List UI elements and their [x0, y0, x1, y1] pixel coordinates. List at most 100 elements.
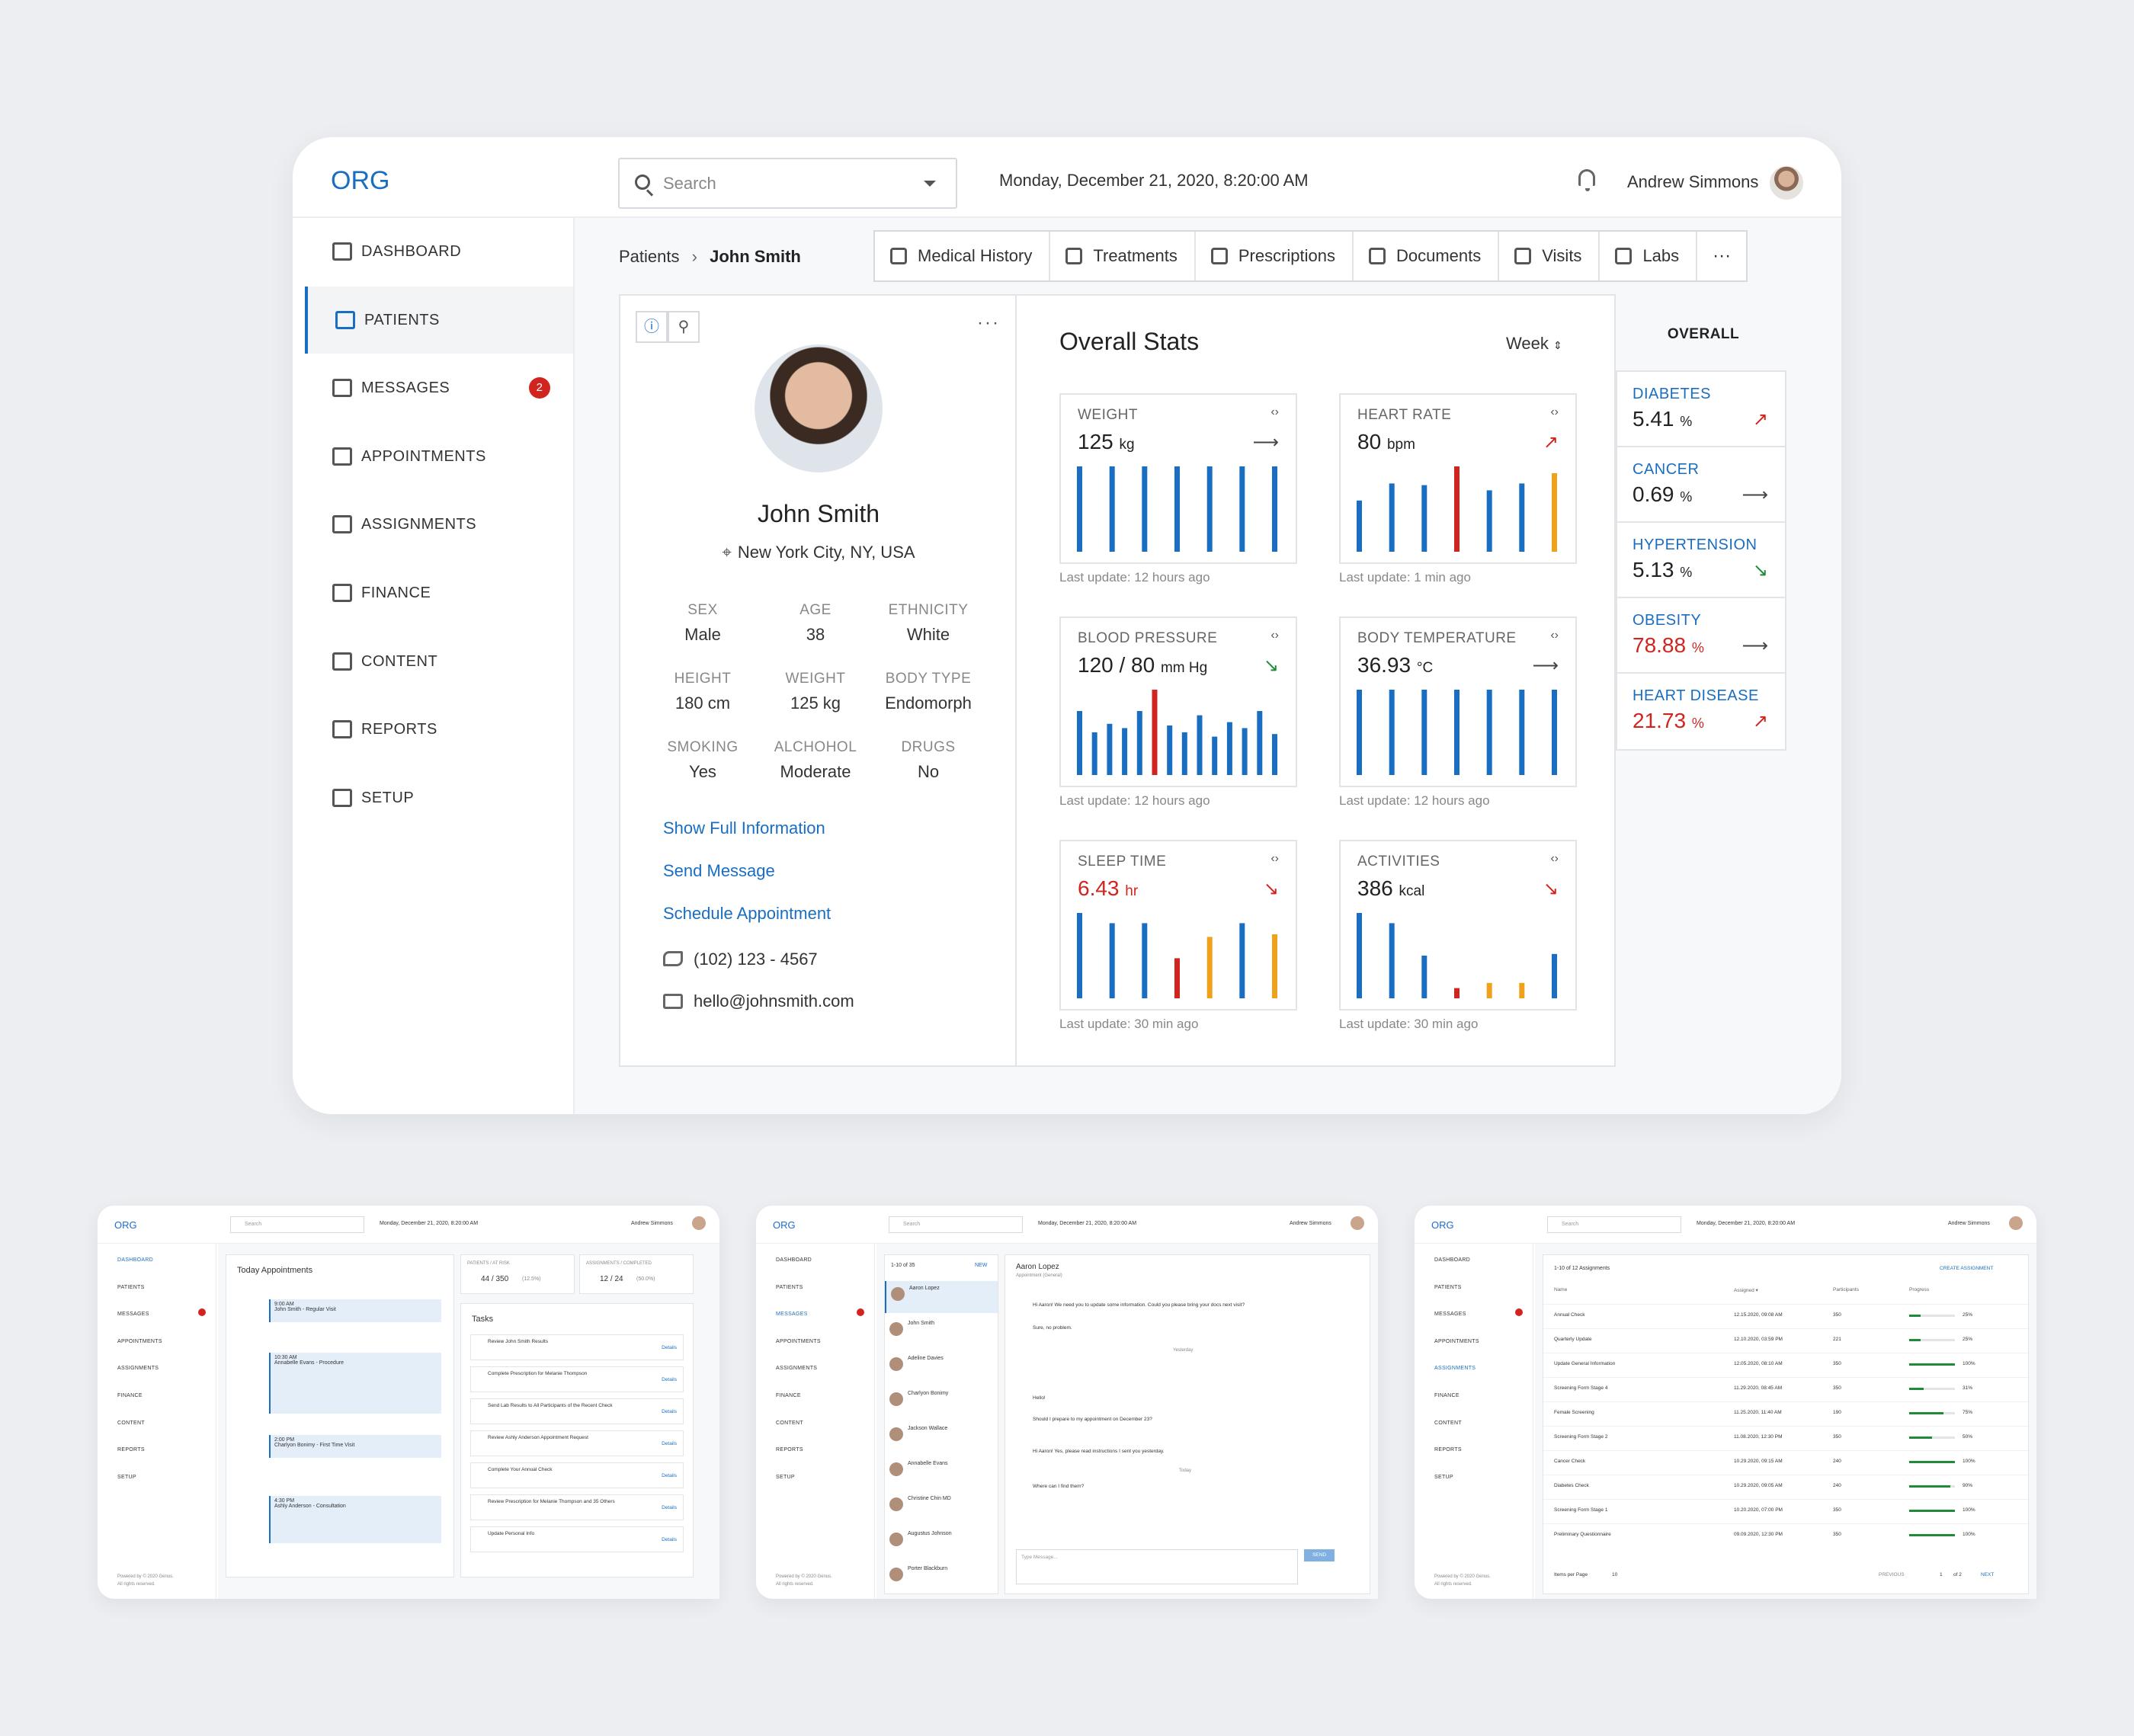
- task-item[interactable]: Review Prescription for Melanie Thompson…: [470, 1494, 684, 1520]
- message-input[interactable]: Type Message...: [1016, 1549, 1298, 1584]
- next-page-button[interactable]: NEXT: [1981, 1572, 1995, 1577]
- task-item[interactable]: Review John Smith Results Details: [470, 1334, 684, 1360]
- show-full-info-link[interactable]: Show Full Information: [663, 818, 825, 838]
- overall-item-obesity[interactable]: OBESITY 78.88 % ⟶: [1617, 598, 1785, 674]
- phone-number[interactable]: (102) 123 - 4567: [694, 950, 818, 969]
- appointment-block[interactable]: 4:30 PM Ashly Anderson - Consultation: [269, 1496, 441, 1543]
- avatar[interactable]: [1770, 166, 1803, 200]
- conversation-item[interactable]: Porter Blackburn: [885, 1561, 998, 1593]
- thumb-nav-item[interactable]: CONTENT: [776, 1420, 803, 1426]
- overall-item-cancer[interactable]: CANCER 0.69 % ⟶: [1617, 447, 1785, 523]
- conversation-item[interactable]: Annabelle Evans: [885, 1456, 998, 1488]
- thumb-nav-item[interactable]: MESSAGES: [776, 1312, 808, 1318]
- thumb-nav-item[interactable]: CONTENT: [1434, 1420, 1462, 1426]
- send-message-link[interactable]: Send Message: [663, 861, 775, 880]
- chevron-down-icon[interactable]: [924, 181, 936, 187]
- task-details-link[interactable]: Details: [662, 1345, 677, 1350]
- table-row[interactable]: Female Screening 11.25.2020, 11:40 AM 190 7…: [1543, 1401, 2028, 1424]
- thumb-nav-item[interactable]: SETUP: [1434, 1474, 1453, 1480]
- sidebar-item-patients[interactable]: PATIENTS: [305, 286, 573, 354]
- stat-card-activities[interactable]: ACTIVITIES ‹› 386 kcal ↘: [1339, 840, 1577, 1011]
- thumb-nav-item[interactable]: FINANCE: [117, 1393, 143, 1398]
- conversation-item[interactable]: Augustus Johnson: [885, 1526, 998, 1558]
- tab-labs[interactable]: Labs: [1600, 232, 1698, 280]
- thumb-search[interactable]: Search: [889, 1216, 1023, 1233]
- thumb-nav-item[interactable]: FINANCE: [776, 1393, 801, 1398]
- overall-item-hypertension[interactable]: HYPERTENSION 5.13 % ↘: [1617, 523, 1785, 598]
- table-row[interactable]: Screening Form Stage 2 11.08.2020, 12:30 …: [1543, 1426, 2028, 1449]
- code-icon[interactable]: ‹›: [1550, 852, 1559, 865]
- task-details-link[interactable]: Details: [662, 1505, 677, 1510]
- email-address[interactable]: hello@johnsmith.com: [694, 991, 854, 1011]
- conversation-item[interactable]: Charlyon Bonimy: [885, 1386, 998, 1418]
- task-item[interactable]: Complete Your Annual Check Details: [470, 1462, 684, 1488]
- thumb-nav-item[interactable]: APPOINTMENTS: [1434, 1338, 1479, 1344]
- thumb-search[interactable]: Search: [1547, 1216, 1681, 1233]
- stat-card-body-temperature[interactable]: BODY TEMPERATURE ‹› 36.93 °C ⟶: [1339, 617, 1577, 787]
- new-message-button[interactable]: NEW: [975, 1263, 988, 1268]
- thumb-nav-item[interactable]: MESSAGES: [1434, 1312, 1466, 1318]
- thumb-nav-item[interactable]: DASHBOARD: [776, 1257, 812, 1263]
- sidebar-item-dashboard[interactable]: DASHBOARD: [305, 218, 573, 285]
- task-item[interactable]: Complete Prescription for Melanie Thomps…: [470, 1366, 684, 1392]
- search-input[interactable]: Search: [618, 158, 957, 209]
- table-row[interactable]: Quarterly Update 12.10.2020, 03:59 PM 221 2…: [1543, 1328, 2028, 1351]
- sidebar-item-content[interactable]: CONTENT: [305, 628, 573, 695]
- breadcrumb-root[interactable]: Patients: [619, 247, 680, 266]
- tab-documents[interactable]: Documents: [1354, 232, 1500, 280]
- stat-card-weight[interactable]: WEIGHT ‹› 125 kg ⟶: [1059, 393, 1297, 564]
- table-header[interactable]: Name: [1554, 1287, 1568, 1292]
- table-header[interactable]: Progress: [1909, 1287, 1930, 1292]
- thumb-nav-item[interactable]: CONTENT: [117, 1420, 145, 1426]
- thumb-nav-item[interactable]: FINANCE: [1434, 1393, 1460, 1398]
- sidebar-item-appointments[interactable]: APPOINTMENTS: [305, 423, 573, 490]
- task-details-link[interactable]: Details: [662, 1441, 677, 1446]
- more-icon[interactable]: ···: [977, 312, 1000, 333]
- conversation-item[interactable]: John Smith: [885, 1316, 998, 1348]
- conversation-item[interactable]: Aaron Lopez: [885, 1281, 998, 1313]
- table-row[interactable]: Annual Check 12.15.2020, 09:08 AM 350 25%: [1543, 1304, 2028, 1327]
- user-name[interactable]: Andrew Simmons: [1627, 172, 1759, 191]
- tab-medical-history[interactable]: Medical History: [875, 232, 1051, 280]
- per-page-select[interactable]: 10: [1612, 1572, 1618, 1577]
- table-row[interactable]: Preliminary Questionnaire 09.09.2020, 12:…: [1543, 1523, 2028, 1546]
- appointment-block[interactable]: 2:00 PM Charlyon Bonimy - First Time Visi…: [269, 1435, 441, 1458]
- table-row[interactable]: Update General Information 12.05.2020, 08…: [1543, 1353, 2028, 1376]
- tab-prescriptions[interactable]: Prescriptions: [1196, 232, 1354, 280]
- sidebar-item-setup[interactable]: SETUP: [305, 764, 573, 831]
- task-item[interactable]: Send Lab Results to All Participants of …: [470, 1398, 684, 1424]
- info-toggle-button[interactable]: ⓘ: [636, 311, 668, 343]
- thumb-nav-item[interactable]: REPORTS: [1434, 1447, 1462, 1453]
- stat-card-heart-rate[interactable]: HEART RATE ‹› 80 bpm ↗: [1339, 393, 1577, 564]
- schedule-appointment-link[interactable]: Schedule Appointment: [663, 904, 831, 923]
- table-row[interactable]: Screening Form Stage 4 11.29.2020, 08:45 …: [1543, 1377, 2028, 1400]
- thumb-nav-item[interactable]: REPORTS: [117, 1447, 145, 1453]
- send-button[interactable]: SEND: [1304, 1549, 1335, 1561]
- stat-card-blood-pressure[interactable]: BLOOD PRESSURE ‹› 120 / 80 mm Hg ↘: [1059, 617, 1297, 787]
- more-tabs-button[interactable]: ···: [1713, 245, 1732, 266]
- thumb-nav-item[interactable]: APPOINTMENTS: [117, 1338, 162, 1344]
- thumb-nav-item[interactable]: ASSIGNMENTS: [776, 1366, 818, 1372]
- code-icon[interactable]: ‹›: [1270, 629, 1279, 642]
- tab-visits[interactable]: Visits: [1499, 232, 1600, 280]
- table-row[interactable]: Screening Form Stage 1 10.20.2020, 07:00 …: [1543, 1499, 2028, 1522]
- period-select[interactable]: Week ⇕: [1506, 334, 1562, 353]
- thumb-nav-item[interactable]: PATIENTS: [1434, 1284, 1462, 1290]
- stat-card-sleep-time[interactable]: SLEEP TIME ‹› 6.43 hr ↘: [1059, 840, 1297, 1011]
- appointment-block[interactable]: 10:30 AM Annabelle Evans - Procedure: [269, 1353, 441, 1414]
- code-icon[interactable]: ‹›: [1270, 405, 1279, 418]
- thumb-nav-item[interactable]: PATIENTS: [117, 1284, 145, 1290]
- body-toggle-button[interactable]: ⚲: [668, 311, 700, 343]
- code-icon[interactable]: ‹›: [1270, 852, 1279, 865]
- sidebar-item-assignments[interactable]: ASSIGNMENTS: [305, 491, 573, 558]
- task-item[interactable]: Review Ashly Anderson Appointment Reques…: [470, 1430, 684, 1456]
- conversation-item[interactable]: Jackson Wallace: [885, 1421, 998, 1453]
- prev-page-button[interactable]: PREVIOUS: [1879, 1572, 1905, 1577]
- conversation-item[interactable]: Christine Chin MD: [885, 1491, 998, 1523]
- task-details-link[interactable]: Details: [662, 1537, 677, 1542]
- page-number[interactable]: 1: [1940, 1572, 1943, 1577]
- table-row[interactable]: Cancer Check 10.29.2020, 09:15 AM 240 100%: [1543, 1450, 2028, 1473]
- thumb-nav-item[interactable]: MESSAGES: [117, 1312, 149, 1318]
- bell-icon[interactable]: [1578, 169, 1595, 191]
- table-header[interactable]: Participants: [1833, 1287, 1859, 1292]
